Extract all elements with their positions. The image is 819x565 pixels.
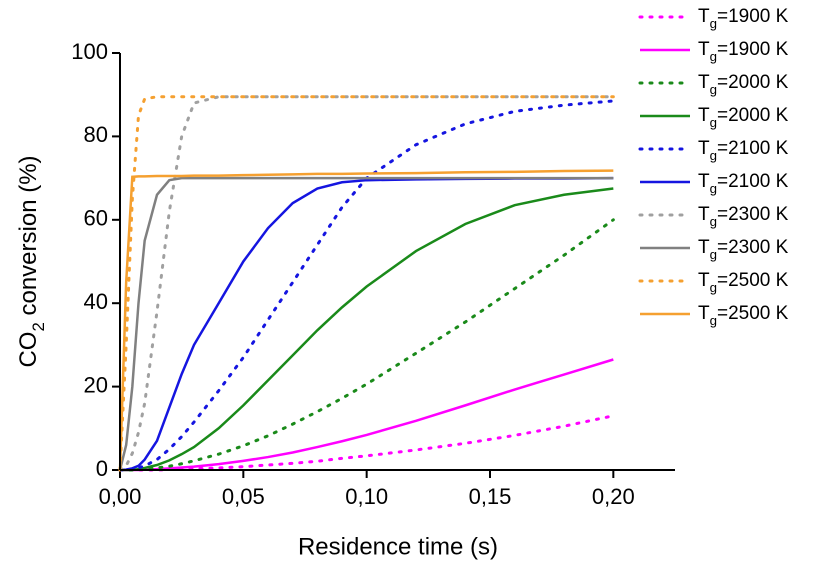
legend-label: Tg=2500 K	[698, 303, 789, 328]
series-line	[118, 95, 615, 472]
y-tick-label: 80	[84, 122, 108, 147]
x-tick-label: 0,10	[345, 484, 388, 509]
legend-label: Tg=1900 K	[698, 6, 789, 31]
y-axis-title: CO2 conversion (%)	[15, 155, 48, 367]
x-tick-label: 0,00	[99, 484, 142, 509]
x-tick-label: 0,15	[469, 484, 512, 509]
series-line	[120, 187, 614, 472]
series-line	[119, 176, 614, 472]
series-line	[118, 169, 614, 471]
legend-label: Tg=2500 K	[698, 270, 789, 295]
y-tick-label: 60	[84, 206, 108, 231]
series-line	[118, 99, 615, 472]
y-tick-label: 100	[71, 39, 108, 64]
series-line	[118, 176, 614, 471]
x-tick-label: 0,20	[592, 484, 635, 509]
x-axis-title: Residence time (s)	[298, 533, 498, 560]
y-tick-label: 20	[84, 372, 108, 397]
series-line	[120, 358, 614, 472]
legend-label: Tg=2300 K	[698, 237, 789, 262]
y-tick-label: 0	[96, 456, 108, 481]
x-tick-label: 0,05	[222, 484, 265, 509]
y-tick-label: 40	[84, 289, 108, 314]
legend-label: Tg=2100 K	[698, 138, 789, 163]
legend-label: Tg=2000 K	[698, 105, 789, 130]
legend-label: Tg=2100 K	[698, 171, 789, 196]
legend-label: Tg=2000 K	[698, 72, 789, 97]
legend-label: Tg=1900 K	[698, 39, 789, 64]
legend-label: Tg=2300 K	[698, 204, 789, 229]
series-line	[118, 95, 615, 472]
